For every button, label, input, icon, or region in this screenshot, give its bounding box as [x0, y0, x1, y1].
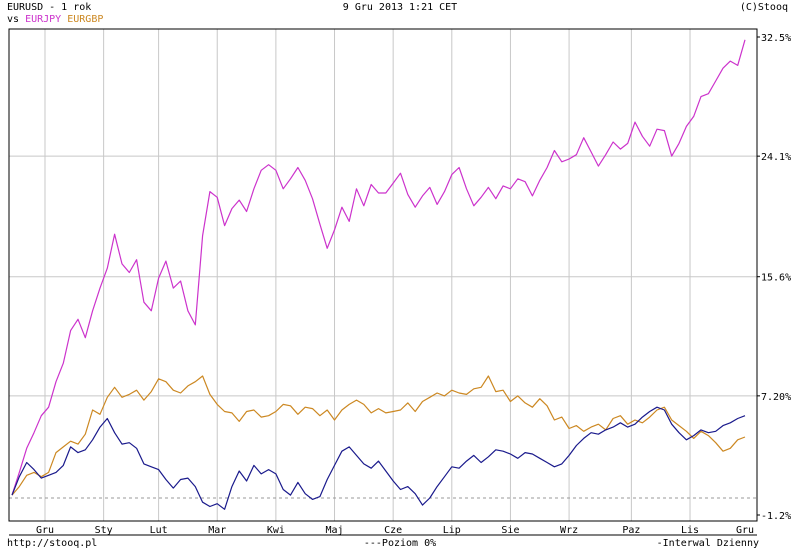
x-tick-label: Sty	[95, 525, 113, 536]
x-tick-label: Gru	[736, 525, 754, 536]
x-tick-label: Mar	[208, 525, 226, 536]
x-tick-label: Gru	[36, 525, 54, 536]
x-tick-label: Maj	[325, 525, 343, 536]
copyright-label: (C)Stooq	[739, 2, 788, 13]
x-tick-label: Lut	[150, 525, 168, 536]
x-tick-label: Kwi	[267, 525, 285, 536]
chart-title: EURUSD - 1 rok	[7, 2, 92, 13]
legend-eurgbp[interactable]: EURGBP	[67, 14, 104, 25]
series-line-eurjpy	[11, 39, 746, 496]
x-tick-label: Lip	[443, 525, 461, 536]
comparison-legend: vs EURJPY EURGBP	[7, 14, 103, 26]
y-tick-label: -1.2%	[761, 511, 791, 522]
y-axis: 32.5% 24.1% 15.6% 7.20% -1.2%	[757, 33, 791, 522]
plot-frame	[8, 28, 758, 522]
x-tick-label: Sie	[501, 525, 519, 536]
footer-url[interactable]: http://stooq.pl	[7, 538, 98, 549]
vs-label: vs	[7, 14, 20, 25]
x-tick-label: Lis	[681, 525, 699, 536]
x-tick-label: Wrz	[560, 525, 578, 536]
y-tick-label: 32.5%	[761, 33, 791, 44]
grid	[9, 29, 757, 521]
x-tick-label: Paz	[622, 525, 640, 536]
legend-eurjpy[interactable]: EURJPY	[25, 14, 62, 25]
x-axis: Gru Sty Lut Mar Kwi Maj Cze Lip Sie Wrz Paz Lis Gru	[9, 525, 757, 536]
series-line-eurusd	[11, 406, 746, 510]
chart-datetime: 9 Gru 2013 1:21 CET	[342, 2, 458, 13]
x-tick-label: Cze	[384, 525, 402, 536]
y-tick-label: 24.1%	[761, 152, 791, 163]
y-tick-label: 7.20%	[761, 392, 791, 403]
series-layer	[11, 39, 746, 510]
y-tick-label: 15.6%	[761, 273, 791, 284]
footer-interval: -Interwal Dzienny	[656, 538, 759, 549]
series-line-eurgbp	[11, 375, 746, 496]
footer-level: ---Poziom 0%	[363, 538, 437, 549]
